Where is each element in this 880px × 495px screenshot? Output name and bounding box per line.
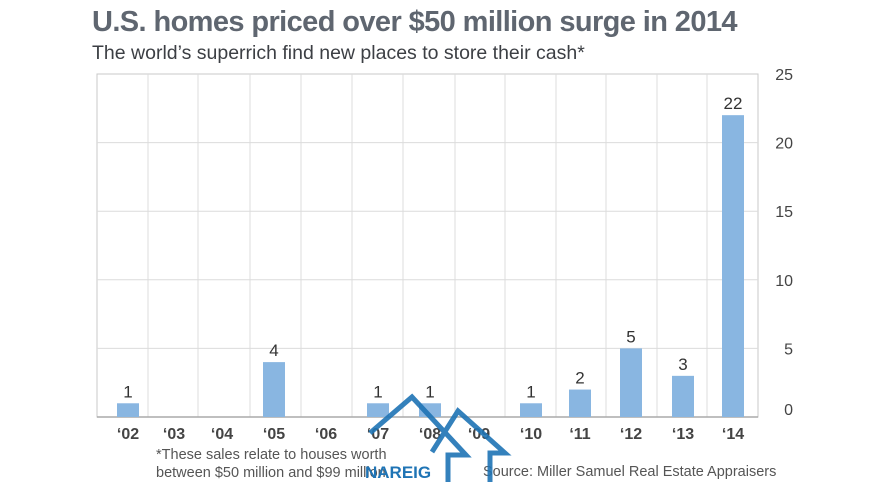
bar-12 (620, 348, 642, 417)
y-tick-label: 10 (775, 273, 793, 290)
bar-08 (419, 403, 441, 417)
x-tick-label: ‘12 (620, 426, 642, 443)
data-label: 2 (575, 369, 584, 388)
bar-13 (672, 375, 694, 417)
data-label: 1 (526, 382, 535, 401)
x-tick-label: ‘05 (263, 426, 285, 443)
data-label: 1 (425, 382, 434, 401)
data-label: 5 (626, 327, 635, 346)
plot-frame (96, 73, 759, 418)
data-label: 22 (724, 94, 743, 113)
y-tick-label: 25 (775, 67, 793, 84)
bar-02 (117, 403, 139, 417)
source-note: Source: Miller Samuel Real Estate Apprai… (483, 464, 777, 480)
x-tick-label: ‘09 (468, 426, 490, 443)
chart-subtitle: The world’s superrich find new places to… (92, 42, 585, 64)
footnote: *These sales relate to houses worth betw… (156, 446, 387, 482)
data-label: 1 (373, 382, 382, 401)
chart-title: U.S. homes priced over $50 million surge… (92, 6, 738, 38)
data-label: 1 (123, 382, 132, 401)
bar-07 (367, 403, 389, 417)
x-tick-label: ‘02 (117, 426, 139, 443)
x-tick-label: ‘08 (419, 426, 441, 443)
x-tick-label: ‘11 (569, 426, 590, 443)
data-label: 3 (678, 355, 687, 374)
x-tick-label: ‘04 (211, 426, 233, 443)
x-tick-label: ‘06 (315, 426, 337, 443)
y-tick-label: 20 (775, 136, 793, 153)
x-tick-label: ‘03 (163, 426, 185, 443)
bar-05 (263, 362, 285, 417)
y-tick-label: 0 (784, 402, 793, 419)
y-tick-label: 5 (784, 341, 793, 358)
x-tick-label: ‘13 (672, 426, 694, 443)
y-tick-label: 15 (775, 204, 793, 221)
bar-10 (520, 403, 542, 417)
data-label: 4 (269, 341, 278, 360)
x-tick-label: ‘07 (367, 426, 389, 443)
footnote-line-1: *These sales relate to houses worth (156, 447, 387, 463)
bar-14 (722, 115, 744, 417)
bar-11 (569, 389, 591, 417)
footnote-line-2: between $50 million and $99 million (156, 465, 386, 481)
x-tick-label: ‘14 (722, 426, 744, 443)
x-tick-label: ‘10 (520, 426, 542, 443)
